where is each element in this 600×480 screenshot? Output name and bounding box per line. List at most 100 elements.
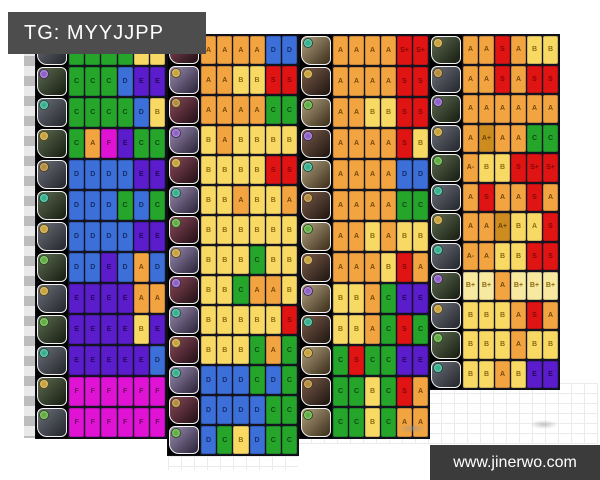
grade-cell: B bbox=[265, 246, 281, 274]
element-badge-icon bbox=[303, 69, 313, 79]
grade-cell: D bbox=[101, 191, 117, 220]
character-portrait bbox=[37, 408, 67, 437]
grade-cell: A bbox=[479, 36, 494, 64]
grade-cell: B+ bbox=[543, 272, 558, 300]
element-badge-icon bbox=[303, 193, 313, 203]
grade-cell: A bbox=[479, 65, 494, 93]
grade-cell: S bbox=[281, 156, 297, 184]
grade-cell: A bbox=[381, 129, 396, 158]
checker-strip bbox=[24, 36, 36, 438]
grade-cell: A bbox=[333, 253, 348, 282]
grade-cell: B bbox=[413, 222, 428, 251]
element-badge-icon bbox=[433, 67, 443, 78]
grade-cell: B bbox=[249, 126, 265, 154]
grade-cell: A bbox=[365, 315, 380, 344]
element-badge-icon bbox=[433, 274, 443, 284]
element-badge-icon bbox=[39, 162, 49, 172]
character-portrait bbox=[169, 396, 199, 424]
grade-cell: D bbox=[85, 222, 101, 251]
character-portrait bbox=[431, 124, 461, 152]
element-badge-icon bbox=[433, 185, 443, 196]
portrait-cell bbox=[36, 221, 68, 252]
element-badge-icon bbox=[171, 398, 181, 408]
grade-cell: A bbox=[479, 213, 494, 241]
grade-cell: B bbox=[233, 216, 249, 244]
portrait-cell bbox=[430, 153, 462, 183]
grade-cell: B bbox=[201, 276, 217, 304]
grade-cell: A bbox=[133, 284, 149, 313]
grade-cell: A bbox=[511, 95, 526, 123]
element-badge-icon bbox=[433, 38, 443, 48]
grade-cell: B bbox=[543, 36, 558, 64]
grade-cell: D bbox=[85, 160, 101, 189]
grade-cell: E bbox=[85, 284, 101, 313]
grade-cell: C bbox=[381, 346, 396, 375]
element-badge-icon bbox=[39, 348, 49, 358]
character-portrait bbox=[431, 154, 461, 182]
grade-cell: B bbox=[479, 360, 494, 388]
table-row: A A A+ B A S bbox=[430, 212, 559, 242]
grade-cell: A bbox=[349, 160, 364, 189]
character-portrait bbox=[431, 360, 461, 388]
grade-cell: S bbox=[265, 66, 281, 94]
grade-cell: S bbox=[397, 129, 412, 158]
grade-cell: E bbox=[101, 315, 117, 344]
portrait-cell bbox=[430, 212, 462, 242]
grade-cell: A bbox=[265, 276, 281, 304]
grade-cell: B bbox=[265, 186, 281, 214]
portrait-cell bbox=[300, 407, 332, 438]
portrait-cell bbox=[430, 300, 462, 330]
grade-cell: F bbox=[85, 377, 101, 406]
character-portrait bbox=[301, 98, 331, 127]
portrait-cell bbox=[430, 182, 462, 212]
grade-cell: B bbox=[463, 301, 478, 329]
table-row: A- B B S S+ S+ bbox=[430, 153, 559, 183]
grade-cell: E bbox=[413, 284, 428, 313]
grade-cell: D bbox=[233, 366, 249, 394]
element-badge-icon bbox=[303, 131, 313, 141]
grade-cell: D bbox=[69, 160, 85, 189]
grade-cell: A bbox=[265, 336, 281, 364]
character-portrait bbox=[431, 36, 461, 64]
character-portrait bbox=[169, 306, 199, 334]
grade-cell: B bbox=[217, 336, 233, 364]
portrait-cell bbox=[430, 359, 462, 389]
grade-cell: S bbox=[413, 67, 428, 96]
grade-cell: B bbox=[495, 331, 510, 359]
character-portrait bbox=[169, 96, 199, 124]
grade-cell: A bbox=[381, 191, 396, 220]
grade-cell: A bbox=[133, 253, 149, 282]
grade-cell: E bbox=[85, 315, 101, 344]
grade-cell: B bbox=[281, 246, 297, 274]
grade-cell: A bbox=[333, 67, 348, 96]
grade-cell: C bbox=[381, 315, 396, 344]
portrait-cell bbox=[430, 35, 462, 65]
character-portrait bbox=[301, 160, 331, 189]
grade-cell: A bbox=[233, 36, 249, 64]
grade-cell: C bbox=[381, 284, 396, 313]
element-badge-icon bbox=[39, 286, 49, 296]
grade-cell: A bbox=[463, 65, 478, 93]
character-portrait bbox=[169, 426, 199, 454]
grade-cell: A bbox=[233, 186, 249, 214]
grade-cell: D bbox=[69, 253, 85, 282]
grade-cell: C bbox=[349, 408, 364, 437]
